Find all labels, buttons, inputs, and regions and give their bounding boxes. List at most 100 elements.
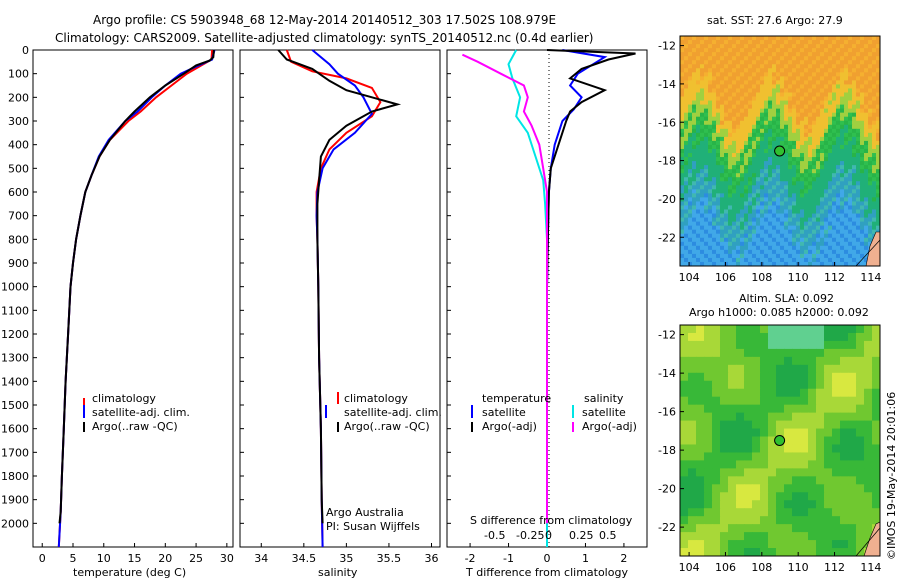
heatmap-cell (760, 44, 765, 49)
heatmap-cell (744, 112, 749, 118)
heatmap-cell (744, 460, 753, 469)
heatmap-cell (736, 213, 741, 219)
heatmap-cell (800, 60, 805, 65)
heatmap-cell (848, 189, 853, 194)
heatmap-cell (792, 124, 797, 130)
heatmap-cell (840, 404, 849, 414)
heatmap-cell (864, 508, 873, 517)
heatmap-cell (712, 253, 717, 259)
heatmap-cell (812, 201, 817, 206)
heatmap-cell (712, 84, 717, 89)
heatmap-cell (812, 60, 817, 65)
heatmap-cell (776, 396, 785, 406)
heatmap-cell (680, 325, 689, 334)
heatmap-cell (688, 348, 697, 358)
heatmap-cell (700, 124, 705, 130)
heatmap-cell (852, 60, 857, 65)
heatmap-cell (772, 257, 777, 263)
heatmap-cell (684, 165, 689, 170)
heatmap-cell (724, 237, 729, 243)
map-y-tick-label: -20 (658, 193, 676, 206)
heatmap-cell (856, 161, 861, 166)
heatmap-cell (776, 500, 785, 509)
heatmap-cell (872, 148, 877, 154)
heatmap-cell (716, 72, 721, 77)
heatmap-cell (720, 249, 725, 255)
heatmap-cell (800, 500, 809, 509)
heatmap-cell (732, 229, 737, 235)
heatmap-cell (688, 144, 693, 150)
heatmap-cell (776, 112, 781, 118)
heatmap-cell (772, 132, 777, 138)
heatmap-cell (828, 241, 833, 247)
heatmap-cell (836, 261, 841, 267)
heatmap-cell (856, 185, 861, 190)
heatmap-cell (832, 237, 837, 243)
heatmap-cell (800, 140, 805, 146)
heatmap-cell (844, 60, 849, 65)
heatmap-cell (688, 476, 697, 485)
heatmap-cell (856, 213, 861, 219)
heatmap-cell (832, 209, 837, 215)
heatmap-cell (872, 189, 877, 194)
heatmap-cell (872, 356, 881, 366)
heatmap-cell (816, 476, 825, 485)
heatmap-cell (724, 52, 729, 57)
heatmap-cell (688, 209, 693, 215)
heatmap-cell (792, 116, 797, 122)
heatmap-cell (732, 161, 737, 166)
heatmap-cell (848, 80, 853, 85)
heatmap-cell (852, 157, 857, 162)
heatmap-cell (776, 213, 781, 219)
heatmap-cell (732, 205, 737, 211)
heatmap-cell (704, 68, 709, 73)
heatmap-cell (700, 64, 705, 69)
heatmap-cell (720, 356, 729, 366)
heatmap-cell (752, 225, 757, 231)
heatmap-cell (692, 112, 697, 118)
heatmap-cell (800, 412, 809, 422)
heatmap-cell (736, 72, 741, 77)
heatmap-cell (816, 540, 825, 549)
salinity-series (277, 49, 402, 548)
heatmap-cell (840, 508, 849, 517)
map-x-tick-label: 106 (715, 271, 736, 284)
heatmap-cell (684, 161, 689, 166)
heatmap-cell (784, 225, 789, 231)
heatmap-cell (816, 173, 821, 178)
heatmap-cell (864, 257, 869, 263)
heatmap-cell (680, 173, 685, 178)
heatmap-cell (816, 76, 821, 81)
heatmap-cell (744, 476, 753, 485)
heatmap-cell (872, 44, 877, 49)
heatmap-cell (800, 201, 805, 206)
heatmap-cell (692, 56, 697, 61)
heatmap-cell (864, 372, 873, 382)
heatmap-cell (812, 177, 817, 182)
heatmap-cell (796, 201, 801, 206)
heatmap-cell (856, 100, 861, 106)
heatmap-cell (840, 500, 849, 509)
heatmap-cell (760, 484, 769, 493)
heatmap-cell (704, 356, 713, 366)
heatmap-cell (784, 165, 789, 170)
heatmap-cell (856, 205, 861, 211)
heatmap-cell (808, 197, 813, 202)
heatmap-cell (736, 92, 741, 98)
heatmap-cell (864, 124, 869, 130)
heatmap-cell (720, 209, 725, 215)
heatmap-cell (748, 124, 753, 130)
heatmap-cell (768, 88, 773, 93)
heatmap-cell (824, 120, 829, 126)
heatmap-cell (708, 60, 713, 65)
heatmap-cell (764, 217, 769, 223)
heatmap-cell (712, 181, 717, 186)
heatmap-cell (684, 56, 689, 61)
heatmap-cell (832, 108, 837, 114)
heatmap-cell (868, 84, 873, 89)
heatmap-cell (696, 44, 701, 49)
heatmap-cell (864, 173, 869, 178)
heatmap-cell (792, 237, 797, 243)
heatmap-cell (832, 60, 837, 65)
heatmap-cell (796, 229, 801, 235)
